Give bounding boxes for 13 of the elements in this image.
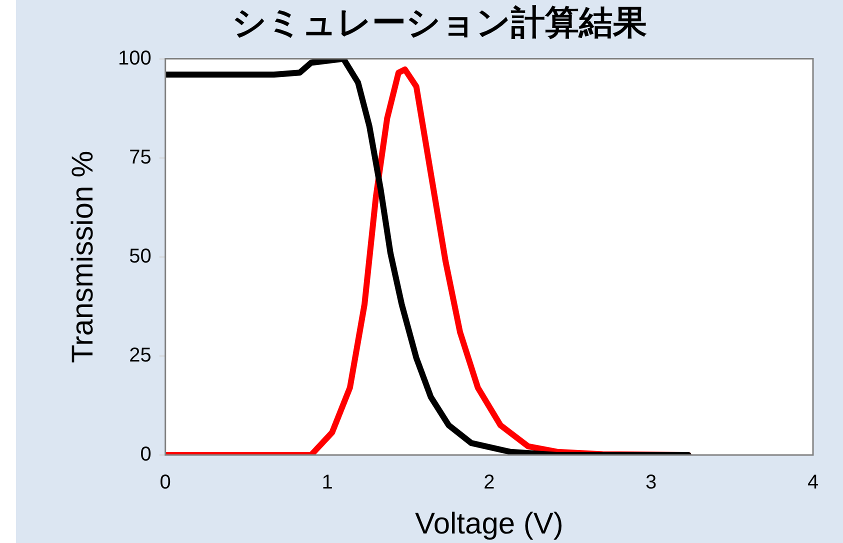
x-tick-label: 0 xyxy=(160,472,171,494)
x-axis-title: Voltage (V) xyxy=(414,507,564,540)
x-tick-label: 3 xyxy=(646,472,657,494)
y-tick-label: 0 xyxy=(140,444,152,466)
y-tick-label: 75 xyxy=(129,146,152,168)
x-tick-label: 2 xyxy=(484,472,495,494)
x-tick-label: 1 xyxy=(322,472,333,494)
y-tick-label: 25 xyxy=(129,344,152,366)
y-axis-title: Transmission % xyxy=(66,150,100,364)
y-tick-label: 50 xyxy=(129,245,152,268)
x-tick-label: 4 xyxy=(807,472,819,494)
chart-title: シミュレーション計算結果 xyxy=(232,4,647,42)
y-tick-label: 100 xyxy=(118,47,152,70)
